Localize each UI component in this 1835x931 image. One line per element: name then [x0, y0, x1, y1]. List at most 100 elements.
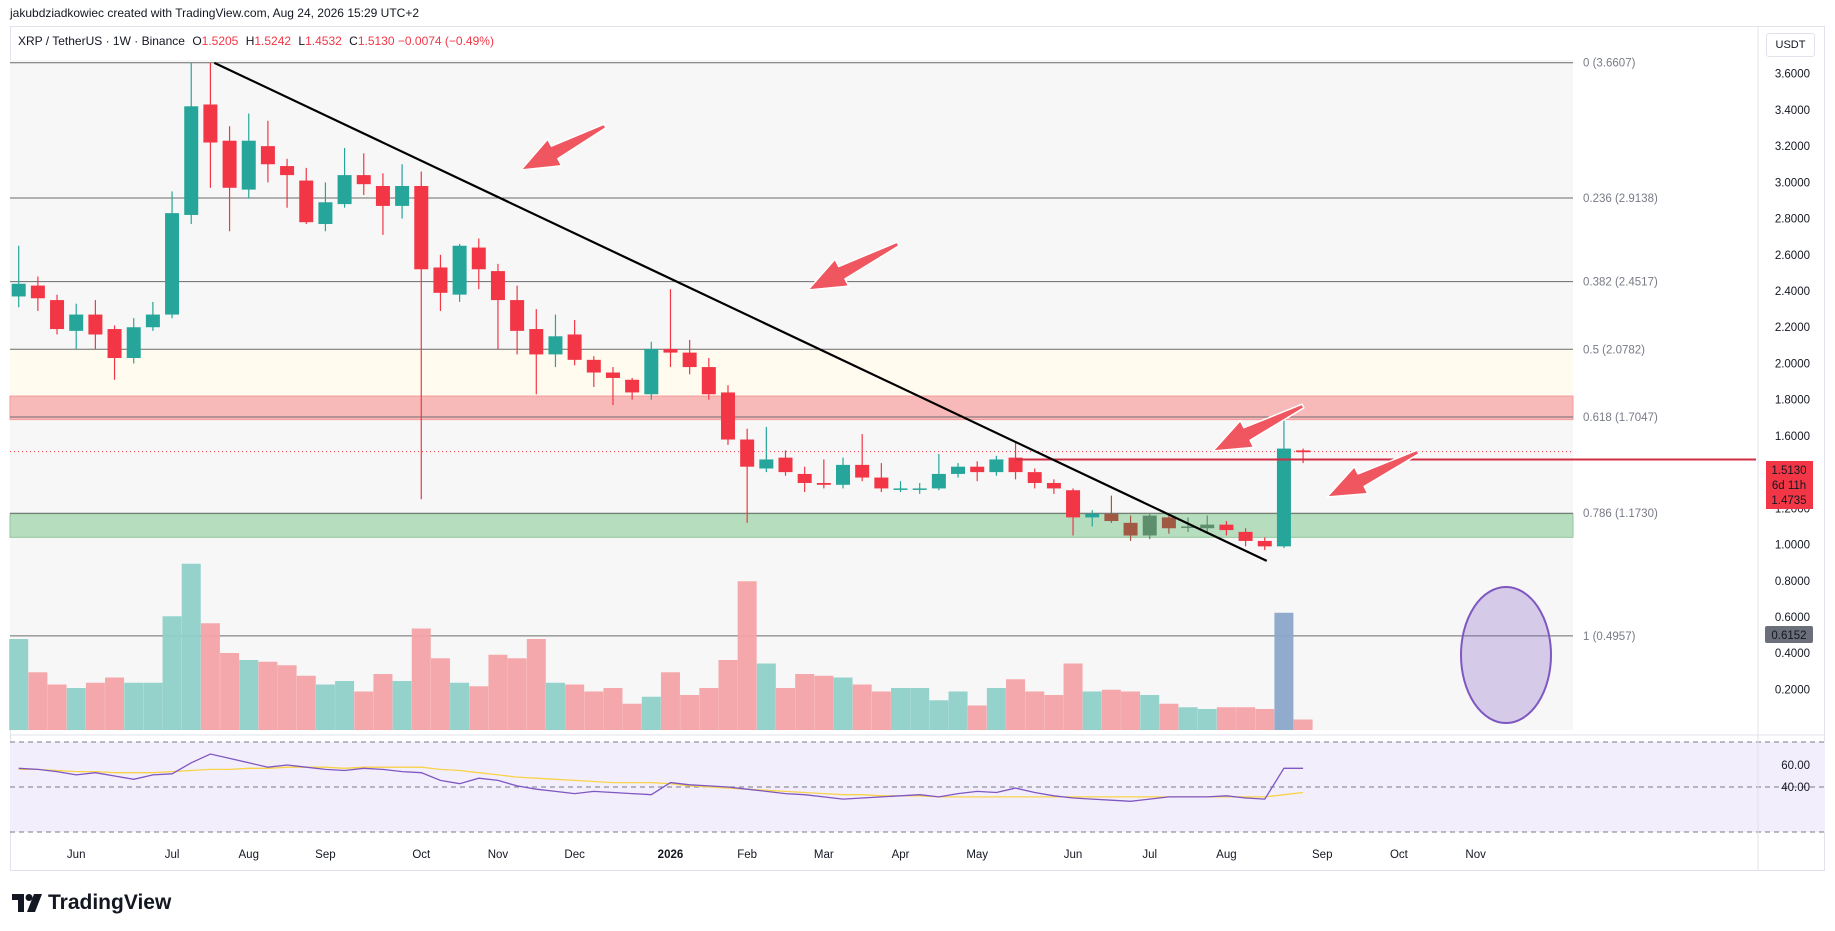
volume-bar: [1101, 689, 1121, 730]
price-tick-label: 0.4000: [1775, 648, 1810, 660]
price-tick-label: 3.6000: [1775, 69, 1810, 81]
candle-body: [165, 213, 180, 315]
price-tick-label: 3.2000: [1775, 141, 1810, 153]
volume-bar: [28, 672, 48, 730]
price-tick-label: 0.6000: [1775, 612, 1810, 624]
volume-bar: [488, 654, 508, 730]
candle-body: [663, 348, 678, 353]
open-value: 1.5205: [201, 34, 239, 48]
volume-bar: [66, 688, 86, 730]
candle-body: [1161, 517, 1176, 529]
candle-body: [951, 466, 966, 474]
volume-bar: [1159, 703, 1179, 730]
candle-body: [318, 202, 333, 225]
downtrend-line: [213, 61, 1268, 562]
volume-bar: [239, 660, 259, 730]
candle-body: [548, 336, 563, 355]
candle-body: [759, 459, 774, 469]
volume-bar: [699, 688, 719, 730]
high-label: H: [245, 34, 255, 48]
countdown-label: 6d 11h: [1772, 480, 1806, 492]
candle-body: [970, 466, 985, 473]
price-badge: [1766, 461, 1813, 509]
candle-body: [529, 329, 544, 355]
volume-bar: [948, 691, 968, 730]
symbol-legend: XRP / TetherUS · 1W · Binance O1.5205 H1…: [18, 34, 494, 48]
price-tick-label: 1.6000: [1775, 431, 1810, 443]
attribution-text: jakubdziadkowiec created with TradingVie…: [10, 6, 420, 20]
candle-body: [720, 392, 735, 440]
volume-bar: [1236, 707, 1256, 730]
volume-bar: [47, 684, 67, 730]
candle-body: [395, 185, 410, 206]
candle-body: [145, 314, 160, 328]
candle-body: [1046, 482, 1061, 489]
volume-bar: [871, 691, 891, 730]
rsi-moving-average: [18, 766, 1304, 798]
candle-body: [337, 175, 352, 205]
tradingview-logo: TradingView: [12, 891, 171, 915]
price-tick-label: 2.4000: [1775, 286, 1810, 298]
candle-body: [625, 379, 640, 393]
price-tick-label: 2.2000: [1775, 322, 1810, 334]
time-axis-label: Aug: [239, 849, 259, 861]
candle-body: [1142, 515, 1157, 536]
change-value: −0.0074 (−0.49%): [397, 34, 494, 48]
volume-bar: [1255, 709, 1275, 730]
volume-bar: [545, 682, 565, 730]
volume-bar: [220, 653, 240, 730]
volume-bar: [315, 684, 335, 730]
fib-level-label: 0.786 (1.1730): [1583, 508, 1658, 520]
candle-body: [1104, 513, 1119, 522]
fib-level-label: 0.618 (1.7047): [1583, 412, 1658, 424]
candle-body: [1027, 472, 1042, 483]
volume-bar: [986, 688, 1006, 730]
low-label: L: [298, 34, 306, 48]
volume-bar: [680, 695, 700, 730]
time-axis-label: Apr: [892, 849, 910, 861]
volume-bar: [622, 703, 642, 730]
time-axis-label: Mar: [814, 849, 834, 861]
volume-bar: [1293, 719, 1313, 730]
time-axis-label: Nov: [1465, 849, 1486, 861]
volume-bar: [277, 665, 297, 730]
annotation-arrow: [1326, 449, 1420, 498]
currency-button[interactable]: USDT: [1766, 33, 1815, 57]
price-tick-label: 2.8000: [1775, 214, 1810, 226]
volume-bar: [450, 682, 470, 730]
price-tick-label: 2.6000: [1775, 250, 1810, 262]
high-value: 1.5242: [254, 34, 292, 48]
candle-body: [30, 285, 45, 299]
volume-bar: [526, 639, 546, 730]
candle-body: [836, 464, 851, 485]
volume-bar: [852, 684, 872, 730]
volume-bar: [1044, 695, 1064, 730]
volume-bar: [833, 677, 853, 730]
candle-body: [88, 314, 103, 335]
volume-bar: [718, 660, 738, 730]
volume-bar: [124, 682, 144, 730]
candle-body: [1200, 524, 1215, 529]
price-tick-label: 0.8000: [1775, 576, 1810, 588]
time-axis-label: Jun: [1064, 849, 1083, 861]
annotation-arrow: [807, 241, 900, 291]
time-axis-label: May: [966, 849, 988, 861]
candle-body: [280, 166, 295, 176]
candle-body: [11, 283, 26, 297]
brand-name: TradingView: [48, 891, 172, 914]
volume-bar: [85, 682, 105, 730]
annotation-arrow: [520, 123, 607, 171]
time-axis-label: Feb: [737, 849, 757, 861]
candle-body: [1238, 531, 1253, 541]
volume-bar: [967, 705, 987, 730]
time-axis-label: Nov: [488, 849, 509, 861]
candle-body: [893, 488, 908, 490]
close-label: C: [349, 34, 358, 48]
candle-body: [433, 267, 448, 293]
price-tick-label: 1.8000: [1775, 395, 1810, 407]
volume-bar: [737, 581, 757, 730]
time-axis-label: Dec: [564, 849, 585, 861]
volume-bar: [430, 658, 450, 730]
